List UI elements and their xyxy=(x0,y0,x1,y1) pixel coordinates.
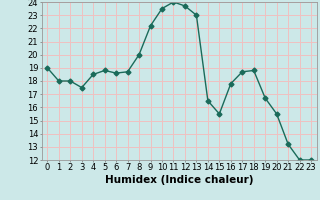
X-axis label: Humidex (Indice chaleur): Humidex (Indice chaleur) xyxy=(105,175,253,185)
